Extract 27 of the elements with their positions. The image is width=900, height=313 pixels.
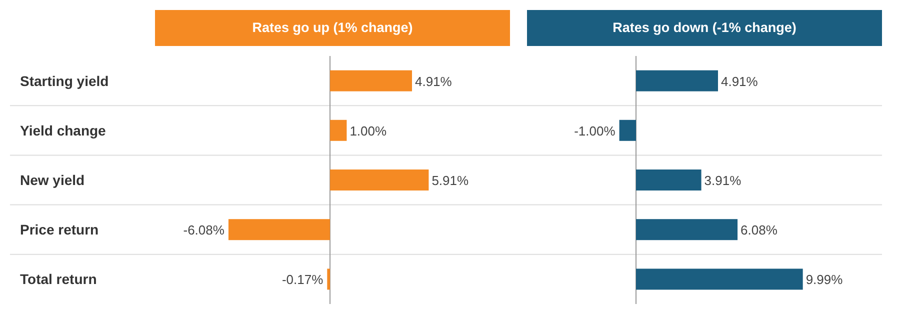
bar <box>636 268 803 290</box>
chart-title: Rates go up (1% change) <box>252 20 413 35</box>
bar <box>636 70 718 92</box>
y-tick-label: Yield change <box>20 122 106 138</box>
bar <box>619 120 636 141</box>
data-label: -1.00% <box>574 123 616 138</box>
bar <box>327 268 330 290</box>
data-label: 3.91% <box>704 173 742 188</box>
chart-title: Rates go down (-1% change) <box>612 20 796 35</box>
bar <box>330 120 347 141</box>
data-label: -0.17% <box>282 272 324 288</box>
data-label: 9.99% <box>806 272 844 288</box>
y-tick-label: Starting yield <box>20 72 109 89</box>
data-label: 1.00% <box>350 123 387 138</box>
y-tick-label: Price return <box>20 222 99 238</box>
y-tick-label: New yield <box>20 172 85 188</box>
bar <box>636 170 702 190</box>
bar <box>330 70 412 92</box>
bar <box>330 170 429 190</box>
data-label: 6.08% <box>740 222 778 238</box>
bar <box>636 219 738 240</box>
data-label: 4.91% <box>414 74 452 89</box>
y-tick-label: Total return <box>20 271 97 288</box>
data-label: 5.91% <box>432 173 469 188</box>
data-label: -6.08% <box>183 222 225 238</box>
data-label: 4.91% <box>720 74 758 89</box>
bar <box>228 219 330 240</box>
